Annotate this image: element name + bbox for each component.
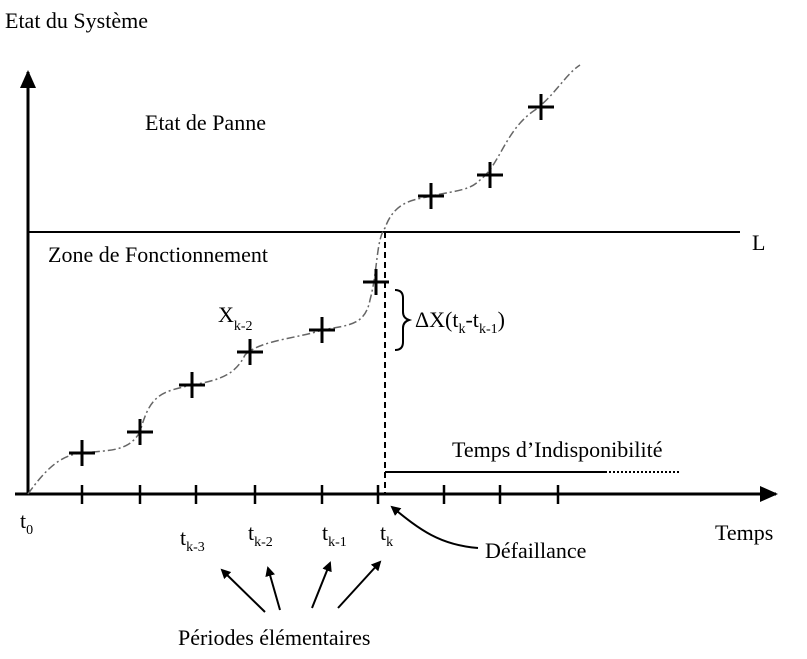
threshold-label: L — [752, 230, 765, 255]
time-tick-labels: t0 tk-3 tk-2 tk-1 tk — [20, 508, 393, 555]
measurements — [69, 94, 554, 466]
shape: tk-2 — [248, 520, 273, 550]
shape — [127, 419, 153, 445]
label: k-1 — [479, 322, 498, 337]
arrows — [220, 505, 479, 613]
shape — [309, 317, 335, 343]
label: t — [180, 525, 186, 550]
shape — [265, 566, 281, 611]
working-zone: Zone de Fonctionnement — [48, 242, 268, 267]
state-curve — [27, 64, 581, 495]
label: k-1 — [328, 535, 347, 550]
shape — [69, 440, 95, 466]
shape — [220, 568, 266, 613]
label: 0 — [26, 523, 33, 538]
shape — [237, 339, 263, 365]
shape — [390, 505, 479, 549]
shape — [179, 372, 205, 398]
label: t — [380, 520, 386, 545]
brace — [394, 289, 413, 351]
shape — [337, 560, 382, 609]
periods-label: Périodes élémentaires — [178, 625, 370, 650]
shape — [311, 561, 332, 609]
label: -t — [465, 307, 478, 332]
label: k-2 — [254, 535, 273, 550]
shape: tk-1 — [322, 520, 347, 550]
label: t — [322, 520, 328, 545]
label: k — [458, 322, 465, 337]
label: ) — [498, 307, 505, 332]
label: k-2 — [234, 319, 253, 334]
y-axis-label: Etat du Système — [5, 8, 148, 33]
shape: tk-3 — [180, 525, 205, 555]
label: k-3 — [186, 540, 205, 555]
shape — [477, 162, 503, 188]
shape: tk — [380, 520, 393, 550]
failure-zone: Etat de Panne — [145, 110, 266, 135]
shape: t0 — [20, 508, 33, 538]
downtime-label: Temps d’Indisponibilité — [452, 437, 663, 462]
label: k — [386, 535, 393, 550]
increment-label: ΔX(tk-tk-1) — [415, 307, 505, 337]
label: ΔX(t — [415, 307, 458, 332]
x-axis-label: Temps — [715, 520, 773, 545]
ticks — [80, 485, 560, 504]
point-label: Xk-2 — [218, 302, 253, 334]
shape — [418, 183, 444, 209]
label: t — [20, 508, 26, 533]
label: t — [248, 520, 254, 545]
failure-label: Défaillance — [485, 538, 586, 563]
axes — [15, 70, 778, 504]
label: X — [218, 302, 234, 327]
shape — [528, 94, 554, 120]
